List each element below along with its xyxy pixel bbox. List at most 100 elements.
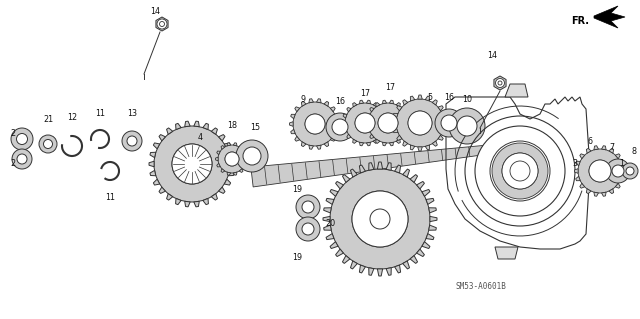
Polygon shape	[425, 145, 429, 150]
Circle shape	[302, 201, 314, 213]
Polygon shape	[221, 145, 225, 149]
Circle shape	[622, 163, 638, 179]
Polygon shape	[397, 135, 402, 140]
Circle shape	[441, 115, 457, 131]
Circle shape	[358, 197, 402, 241]
Polygon shape	[218, 135, 225, 141]
Polygon shape	[342, 121, 345, 125]
Text: 14: 14	[487, 51, 497, 61]
Circle shape	[475, 126, 565, 216]
Text: 6: 6	[588, 137, 593, 145]
Polygon shape	[230, 161, 235, 167]
Polygon shape	[386, 268, 391, 275]
Circle shape	[293, 102, 337, 146]
Polygon shape	[251, 143, 511, 187]
Polygon shape	[586, 148, 591, 153]
Polygon shape	[379, 108, 383, 112]
Polygon shape	[149, 161, 154, 167]
Circle shape	[17, 154, 27, 164]
Polygon shape	[330, 136, 335, 141]
Text: 4: 4	[198, 132, 202, 142]
Polygon shape	[239, 169, 243, 173]
Text: 17: 17	[360, 90, 370, 99]
Circle shape	[305, 114, 325, 134]
Polygon shape	[594, 192, 598, 196]
Polygon shape	[402, 134, 406, 138]
Polygon shape	[370, 134, 374, 138]
Polygon shape	[430, 216, 437, 222]
Polygon shape	[417, 182, 424, 189]
Polygon shape	[378, 162, 383, 169]
Text: 9: 9	[300, 94, 305, 103]
Polygon shape	[602, 192, 606, 196]
Circle shape	[355, 113, 375, 133]
Text: 7: 7	[609, 143, 614, 152]
Circle shape	[626, 167, 634, 175]
Circle shape	[122, 131, 142, 151]
Polygon shape	[609, 189, 614, 194]
Polygon shape	[422, 242, 430, 249]
Polygon shape	[159, 187, 166, 193]
Polygon shape	[393, 113, 398, 118]
Polygon shape	[289, 122, 293, 126]
Polygon shape	[369, 163, 374, 170]
Polygon shape	[383, 142, 387, 146]
Polygon shape	[217, 163, 220, 167]
Polygon shape	[221, 169, 225, 173]
Polygon shape	[403, 141, 408, 146]
Polygon shape	[395, 165, 401, 173]
Polygon shape	[335, 182, 344, 189]
Polygon shape	[418, 95, 422, 99]
Polygon shape	[396, 103, 401, 107]
Polygon shape	[194, 201, 199, 207]
Circle shape	[11, 128, 33, 150]
Polygon shape	[609, 148, 614, 153]
Polygon shape	[295, 107, 300, 112]
Polygon shape	[351, 169, 357, 177]
Polygon shape	[301, 101, 306, 106]
Polygon shape	[326, 198, 334, 204]
Circle shape	[457, 116, 477, 136]
Circle shape	[352, 191, 408, 247]
Circle shape	[370, 209, 390, 229]
Polygon shape	[360, 100, 364, 104]
Polygon shape	[395, 265, 401, 273]
Polygon shape	[317, 99, 321, 103]
Polygon shape	[228, 152, 234, 158]
Polygon shape	[586, 189, 591, 194]
Polygon shape	[347, 134, 351, 138]
Text: 2: 2	[10, 130, 15, 138]
Polygon shape	[326, 234, 334, 240]
Polygon shape	[166, 194, 173, 200]
Polygon shape	[244, 163, 247, 167]
Polygon shape	[594, 146, 598, 150]
Polygon shape	[410, 174, 417, 182]
Polygon shape	[444, 121, 448, 125]
Polygon shape	[228, 170, 234, 176]
Polygon shape	[203, 123, 209, 130]
Polygon shape	[154, 143, 160, 149]
Circle shape	[378, 113, 398, 133]
Polygon shape	[224, 179, 230, 185]
Polygon shape	[227, 172, 231, 175]
Polygon shape	[154, 179, 160, 185]
Polygon shape	[324, 142, 329, 147]
Polygon shape	[615, 183, 620, 188]
Circle shape	[236, 140, 268, 172]
Circle shape	[44, 139, 52, 149]
Polygon shape	[330, 189, 338, 196]
Polygon shape	[150, 170, 156, 176]
Polygon shape	[347, 108, 351, 112]
Polygon shape	[175, 198, 181, 204]
Polygon shape	[366, 142, 371, 146]
Polygon shape	[505, 84, 528, 97]
Circle shape	[495, 78, 504, 87]
Circle shape	[12, 149, 32, 169]
Circle shape	[225, 152, 239, 166]
Text: SM53-A0601B: SM53-A0601B	[456, 282, 507, 291]
Circle shape	[296, 217, 320, 241]
Polygon shape	[429, 225, 436, 230]
Polygon shape	[175, 123, 181, 130]
Polygon shape	[383, 114, 387, 118]
Polygon shape	[351, 261, 357, 269]
